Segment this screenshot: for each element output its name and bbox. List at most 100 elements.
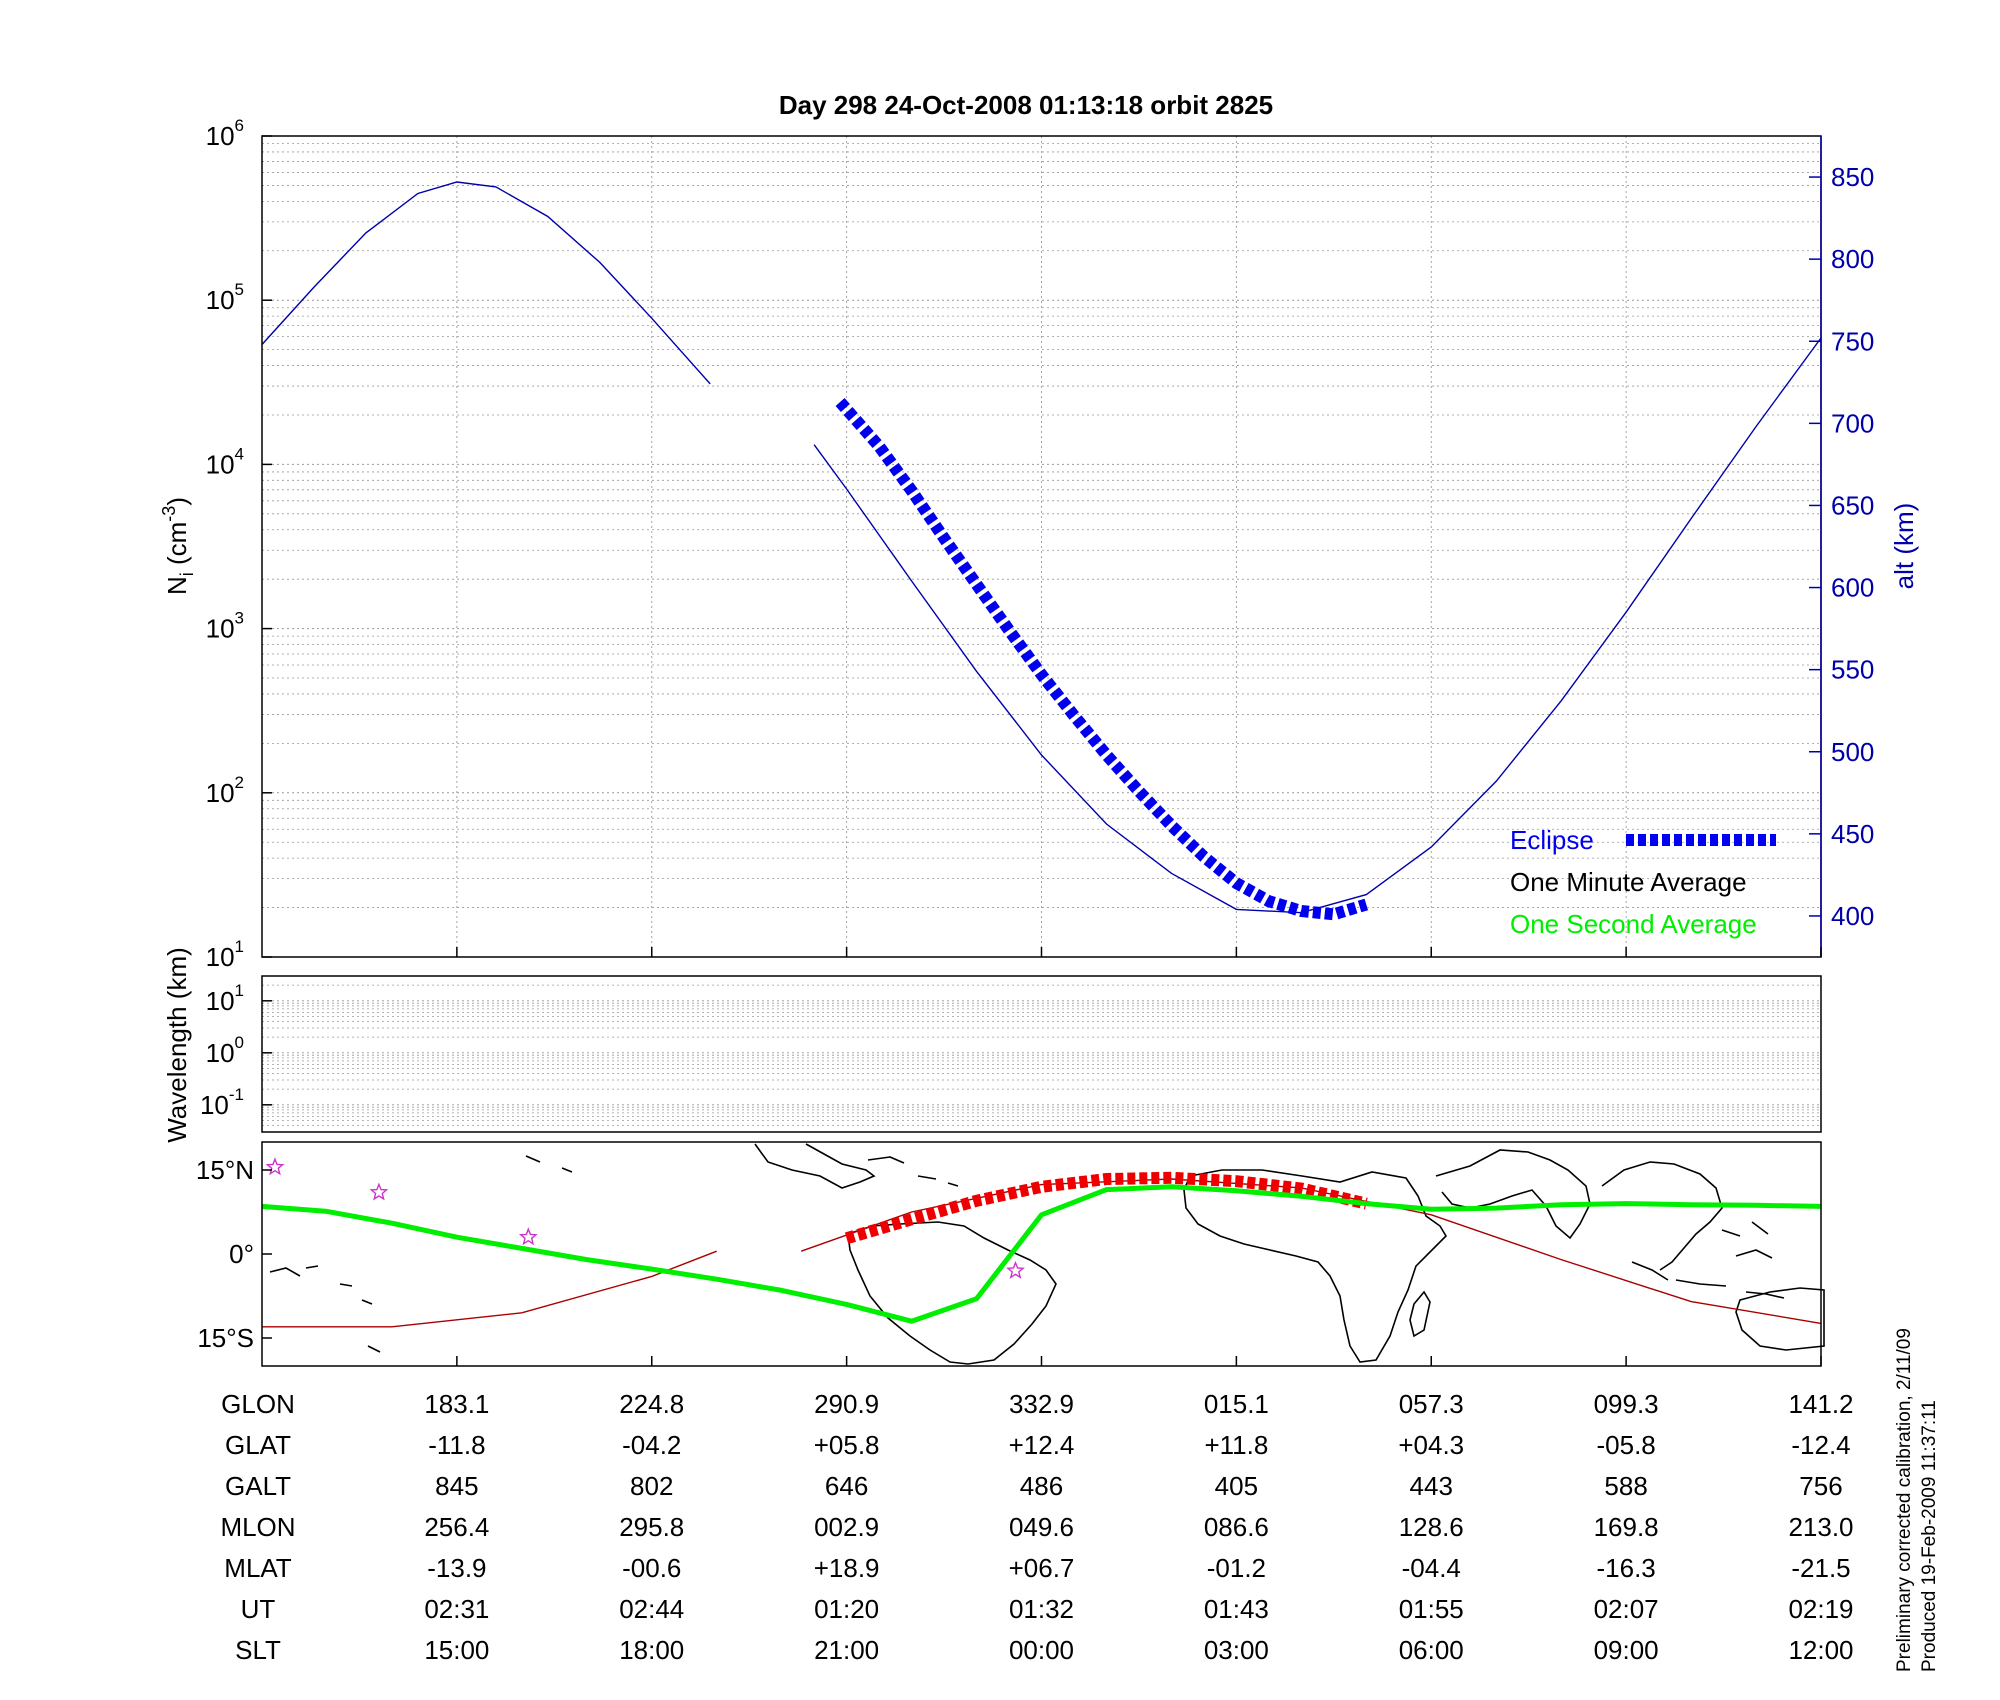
density-y-tick-exp: 5: [235, 280, 244, 299]
table-cell: 443: [1410, 1471, 1453, 1501]
table-cell: -00.6: [622, 1553, 681, 1583]
calibration-note: Preliminary corrected calibration, 2/11/…: [1894, 1328, 1915, 1672]
map-y-tick-label: 15°N: [196, 1155, 254, 1185]
table-cell: 15:00: [424, 1635, 489, 1665]
map-y-tick-label: 15°S: [197, 1323, 254, 1353]
table-cell: 802: [630, 1471, 673, 1501]
table-cell: +11.8: [1204, 1430, 1268, 1460]
wavelength-y-tick-label: 10-1: [200, 1085, 244, 1120]
map-x-ticks: [456, 1356, 1822, 1366]
wavelength-y-tick-label: 101: [206, 981, 244, 1016]
table-row-label: MLAT: [224, 1553, 292, 1583]
coast-africa: [1183, 1169, 1448, 1363]
map-y-tick-hemisphere: S: [237, 1323, 254, 1353]
wavelength-y-tick-base: 10: [200, 1090, 229, 1120]
altitude-y-tick-label: 500: [1831, 737, 1874, 767]
table-cell: 049.6: [1009, 1512, 1074, 1542]
coast-arabia-india: [1435, 1149, 1591, 1240]
wavelength-panel: 10-110 0 101 Wavelength (km): [162, 947, 1822, 1143]
table-cell: 099.3: [1594, 1389, 1659, 1419]
orbit-track-eclipse-line: [844, 1171, 1368, 1245]
table-cell: 01:32: [1009, 1594, 1074, 1624]
wavelength-y-tick-exp: -1: [229, 1085, 244, 1104]
table-cell: -05.8: [1596, 1430, 1655, 1460]
table-cell: 057.3: [1399, 1389, 1464, 1419]
table-cell: 18:00: [619, 1635, 684, 1665]
density-y-tick-exp: 2: [235, 773, 244, 792]
density-y-tick-exp: 1: [235, 937, 244, 956]
table-cell: 086.6: [1204, 1512, 1269, 1542]
produced-note: Produced 19-Feb-2009 11:37:11: [1919, 1400, 1940, 1672]
table-cell: 486: [1020, 1471, 1063, 1501]
map-series: [261, 1157, 1822, 1328]
table-cell: +04.3: [1398, 1430, 1464, 1460]
wavelength-y-axis-label: Wavelength (km): [162, 947, 192, 1143]
density-y-tick-exp: 4: [235, 444, 244, 463]
wavelength-y-tick-exp: 1: [235, 981, 244, 1000]
table-cell: 213.0: [1788, 1512, 1853, 1542]
altitude-y-tick-label: 700: [1831, 408, 1874, 438]
table-cell: -11.8: [428, 1430, 485, 1460]
density-y-tick-exp: 3: [235, 609, 244, 628]
table-cell: -01.2: [1207, 1553, 1266, 1583]
coast-madagascar: [1409, 1290, 1431, 1338]
density-y-tick-label: 106: [206, 116, 244, 151]
density-y-tick-label: 103: [206, 609, 244, 644]
table-cell: +12.4: [1009, 1430, 1075, 1460]
station-star-marker: [369, 1182, 389, 1201]
table-cell: -04.2: [622, 1430, 681, 1460]
station-star-marker: [265, 1157, 285, 1176]
map-y-tick-value: 15: [197, 1323, 226, 1353]
station-star-marker: [518, 1227, 538, 1246]
table-cell: -12.4: [1791, 1430, 1850, 1460]
altitude-y-tick-label: 650: [1831, 490, 1874, 520]
density-y-axis-label: Ni (cm-3): [159, 497, 197, 595]
table-cell: 756: [1799, 1471, 1842, 1501]
table-cell: 09:00: [1594, 1635, 1659, 1665]
table-cell: 02:44: [619, 1594, 684, 1624]
orbit-track-line: [262, 1250, 717, 1328]
table-cell: 02:31: [424, 1594, 489, 1624]
table-cell: +06.7: [1009, 1553, 1075, 1583]
altitude-line: [261, 181, 711, 385]
map-y-tick-hemisphere: N: [235, 1155, 254, 1185]
table-cell: +18.9: [814, 1553, 880, 1583]
table-cell: 21:00: [814, 1635, 879, 1665]
table-cell: 01:20: [814, 1594, 879, 1624]
density-y-tick-base: 10: [206, 614, 235, 644]
wavelength-y-tick-exp: 0: [235, 1033, 244, 1052]
table-cell: 295.8: [619, 1512, 684, 1542]
table-row-label: MLON: [220, 1512, 295, 1542]
density-y-tick-label: 104: [206, 444, 244, 479]
chart-title: Day 298 24-Oct-2008 01:13:18 orbit 2825: [779, 90, 1273, 120]
table-cell: 405: [1215, 1471, 1258, 1501]
coast-caribbean-islands: [867, 1156, 959, 1187]
one-second-average-line: [261, 1184, 1822, 1324]
table-cell: 845: [435, 1471, 478, 1501]
legend-eclipse-label: Eclipse: [1510, 825, 1594, 855]
altitude-y-axis-label: alt (km): [1889, 503, 1919, 590]
table-cell: +05.8: [814, 1430, 880, 1460]
table-cell: 169.8: [1594, 1512, 1659, 1542]
wavelength-y-ticks: 10-110 0 101: [200, 981, 272, 1120]
coastline-outlines: [269, 1143, 1825, 1365]
map-y-tick-degree: °: [244, 1239, 254, 1269]
table-cell: 128.6: [1399, 1512, 1464, 1542]
eclipse-line: [835, 398, 1369, 921]
map-y-ticks: 15°N0°15°S: [196, 1155, 272, 1353]
table-cell: 02:19: [1788, 1594, 1853, 1624]
table-cell: 332.9: [1009, 1389, 1074, 1419]
legend-one-minute-label: One Minute Average: [1510, 867, 1747, 897]
table-cell: 290.9: [814, 1389, 879, 1419]
table-cell: 224.8: [619, 1389, 684, 1419]
map-y-tick-degree: °: [226, 1323, 236, 1353]
legend-one-second-label: One Second Average: [1510, 909, 1757, 939]
map-y-tick-degree: °: [225, 1155, 235, 1185]
table-cell: -04.4: [1402, 1553, 1461, 1583]
altitude-y-tick-label: 550: [1831, 655, 1874, 685]
table-cell: -21.5: [1791, 1553, 1850, 1583]
table-cell: 03:00: [1204, 1635, 1269, 1665]
station-star-marker: [1006, 1260, 1025, 1279]
